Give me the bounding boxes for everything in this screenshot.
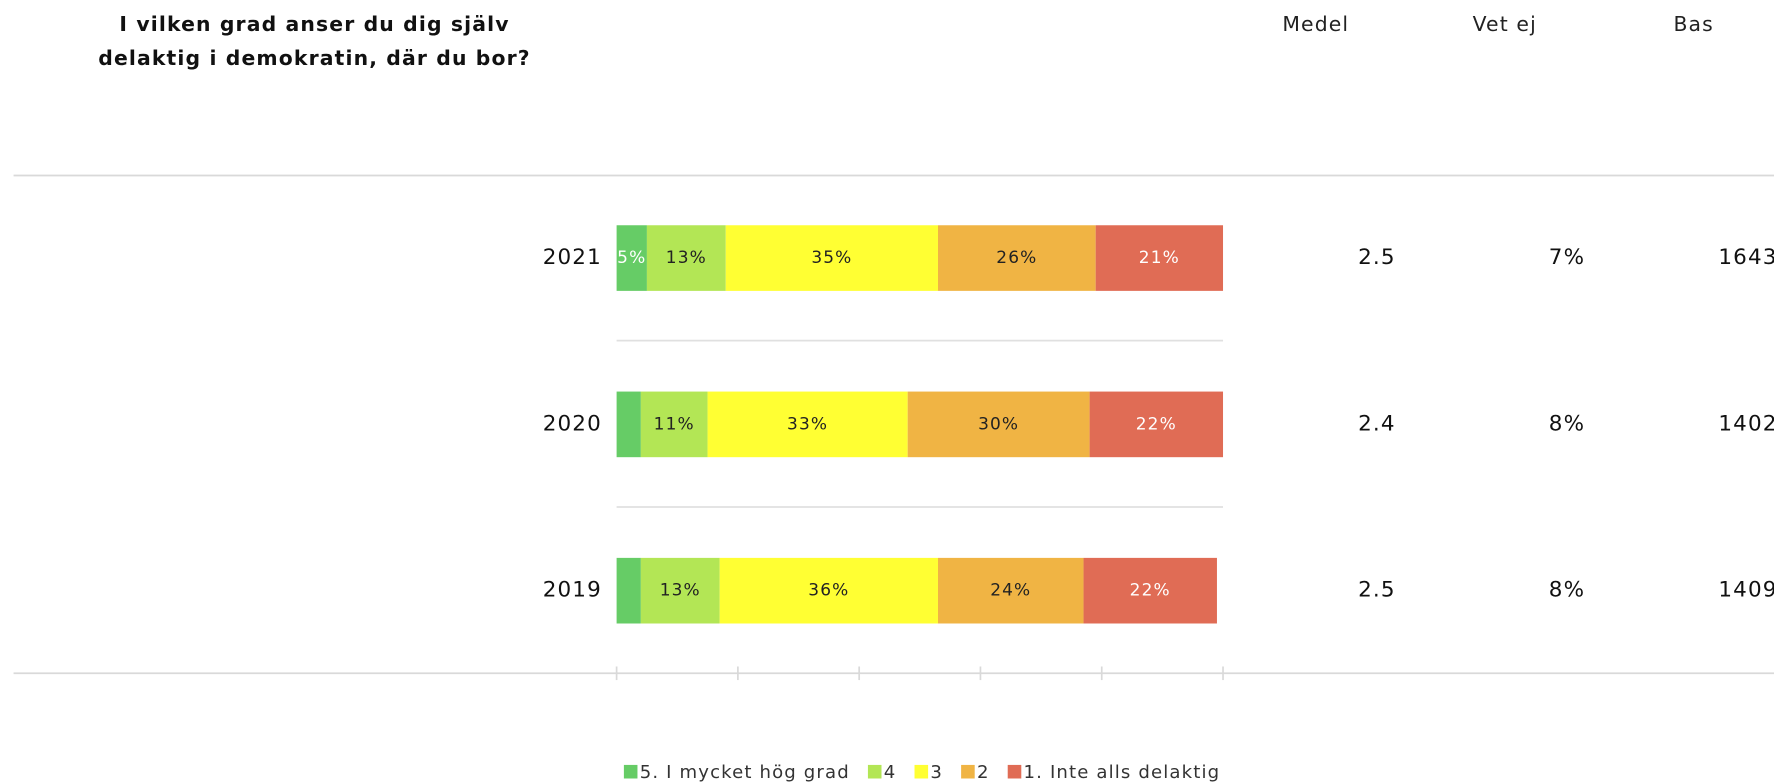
legend: 5. I mycket hög grad 4 3 2 1. Inte alls dela…	[623, 762, 1221, 782]
bar-segment	[1089, 391, 1224, 458]
legend-label: 5. I mycket hög grad	[640, 762, 850, 782]
data-label: 36%	[808, 581, 849, 601]
legend-swatch	[867, 764, 882, 779]
data-label: 33%	[787, 414, 828, 434]
column-value: 8%	[1549, 411, 1585, 436]
column-value: 1402	[1718, 411, 1774, 436]
column-header: Bas	[1673, 12, 1713, 36]
title-line: I vilken grad anser du dig själv	[119, 12, 509, 36]
legend-swatch	[1007, 764, 1022, 779]
data-label: 13%	[660, 581, 701, 601]
chart-title: I vilken grad anser du dig själv delaktig…	[98, 12, 530, 70]
bar-segment	[725, 225, 939, 291]
column-value: 1643	[1718, 245, 1774, 270]
legend-label: 4	[884, 762, 897, 782]
legend-swatch	[961, 764, 975, 779]
column-value: 2.5	[1358, 578, 1396, 603]
bar-segment	[1095, 225, 1224, 291]
column-value: 8%	[1549, 578, 1585, 603]
bar-segment	[640, 391, 708, 458]
legend-swatch	[914, 764, 929, 779]
bar-segment	[646, 225, 726, 291]
bar-segment	[616, 391, 641, 458]
column-header: Vet ej	[1473, 12, 1537, 36]
data-label: 5%	[617, 248, 646, 268]
data-label: 22%	[1130, 581, 1171, 601]
legend-swatch	[623, 764, 638, 779]
data-label: 22%	[1136, 414, 1177, 434]
title-line: delaktig i demokratin, där du bor?	[98, 46, 530, 70]
legend-label: 2	[977, 762, 990, 782]
data-label: 13%	[666, 248, 707, 268]
bar-segment	[707, 391, 908, 458]
data-label: 11%	[654, 414, 695, 434]
column-value: 2.5	[1358, 245, 1396, 270]
y-tick-label: 2020	[543, 411, 602, 436]
bar-segment	[640, 557, 720, 624]
bar-segment	[719, 557, 939, 624]
legend-label: 1. Inte alls delaktig	[1024, 762, 1221, 782]
data-label: 35%	[811, 248, 852, 268]
bar-segment	[938, 557, 1084, 624]
bar-segment	[938, 225, 1096, 291]
column-value: 2.4	[1358, 411, 1396, 436]
data-label: 24%	[990, 581, 1031, 601]
column-value: 1409	[1718, 578, 1774, 603]
bar-segment	[1083, 557, 1217, 624]
bar-segment	[616, 225, 647, 291]
bar-segment	[616, 557, 641, 624]
data-label: 26%	[996, 248, 1037, 268]
column-header: Medel	[1282, 12, 1349, 36]
data-label: 21%	[1139, 248, 1180, 268]
column-value: 7%	[1549, 245, 1585, 270]
y-tick-label: 2019	[543, 578, 602, 603]
legend-label: 3	[930, 762, 943, 782]
bar-segment	[907, 391, 1090, 458]
data-label: 30%	[978, 414, 1019, 434]
y-tick-label: 2021	[543, 245, 602, 270]
